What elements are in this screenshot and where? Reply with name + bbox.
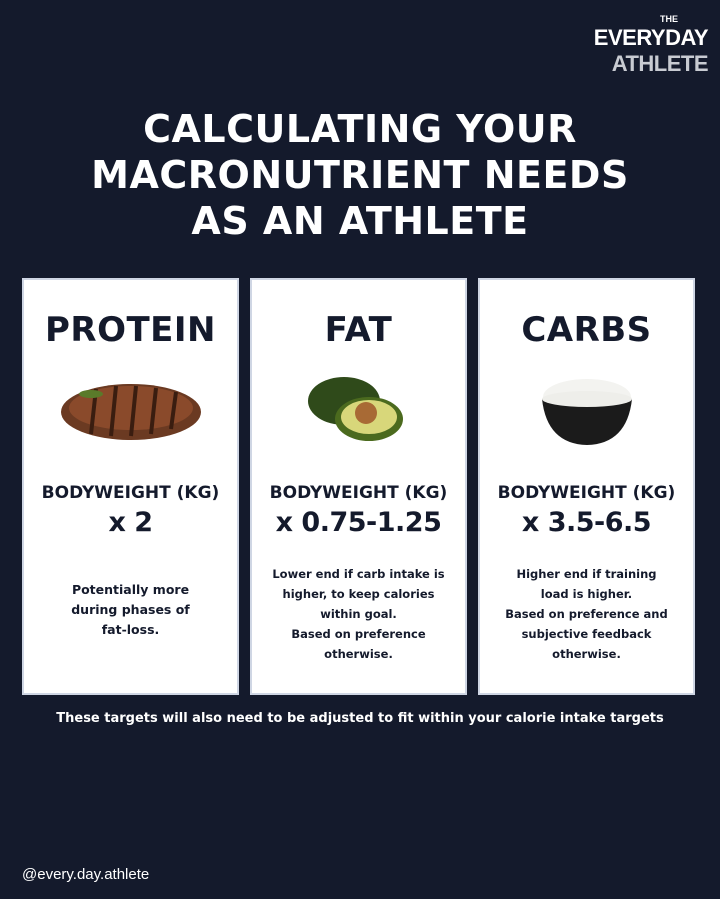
logo-line2: ATHLETE	[611, 51, 709, 76]
bodyweight-label: BODYWEIGHT (KG)	[269, 483, 448, 503]
footer-note: These targets will also need to be adjus…	[56, 711, 664, 726]
title-line: CALCULATING YOUR	[143, 107, 577, 151]
card-heading: PROTEIN	[44, 310, 217, 350]
note-line: load is higher.	[540, 587, 633, 601]
bodyweight-label: BODYWEIGHT (KG)	[497, 483, 676, 503]
note-line: otherwise.	[324, 647, 393, 661]
note-line: within goal.	[320, 607, 397, 621]
title-line: AS AN ATHLETE	[191, 199, 529, 243]
steak-icon	[24, 364, 237, 454]
card-protein: PROTEIN BODYWEIGHT (KG) x 2 Potentially …	[22, 278, 239, 695]
note-line: higher, to keep calories	[282, 587, 435, 601]
card-note: Lower end if carb intake is higher, to k…	[252, 564, 465, 664]
card-heading: CARBS	[521, 310, 652, 350]
note-line: otherwise.	[552, 647, 621, 661]
page-title: CALCULATING YOUR MACRONUTRIENT NEEDS AS …	[0, 106, 720, 244]
card-carbs: CARBS BODYWEIGHT (KG) x 3.5-6.5 Higher e…	[478, 278, 695, 695]
title-line: MACRONUTRIENT NEEDS	[91, 153, 629, 197]
note-line: Based on preference and	[505, 607, 668, 621]
card-note: Higher end if training load is higher. B…	[480, 564, 693, 664]
note-line: Higher end if training	[516, 567, 657, 581]
avocado-icon	[252, 364, 465, 454]
card-fat: FAT BODYWEIGHT (KG) x 0.75-1.25 Lower en…	[250, 278, 467, 695]
note-line: fat-loss.	[101, 622, 160, 637]
social-handle: @every.day.athlete	[22, 866, 150, 883]
bodyweight-label: BODYWEIGHT (KG)	[41, 483, 220, 503]
note-line: during phases of	[71, 602, 190, 617]
logo-the: THE	[660, 14, 678, 24]
note-line: Based on preference	[291, 627, 426, 641]
note-line: Potentially more	[71, 582, 190, 597]
rice-bowl-icon	[480, 364, 693, 454]
note-line: Lower end if carb intake is	[272, 567, 445, 581]
note-line: subjective feedback	[521, 627, 652, 641]
multiplier: x 3.5-6.5	[521, 507, 652, 538]
card-heading: FAT	[324, 310, 393, 350]
brand-logo: THE EVERYDAY ATHLETE	[593, 14, 709, 77]
logo-line1: EVERYDAY	[593, 25, 709, 50]
card-note: Potentially more during phases of fat-lo…	[24, 580, 237, 640]
multiplier: x 0.75-1.25	[275, 507, 442, 538]
multiplier: x 2	[108, 507, 153, 538]
